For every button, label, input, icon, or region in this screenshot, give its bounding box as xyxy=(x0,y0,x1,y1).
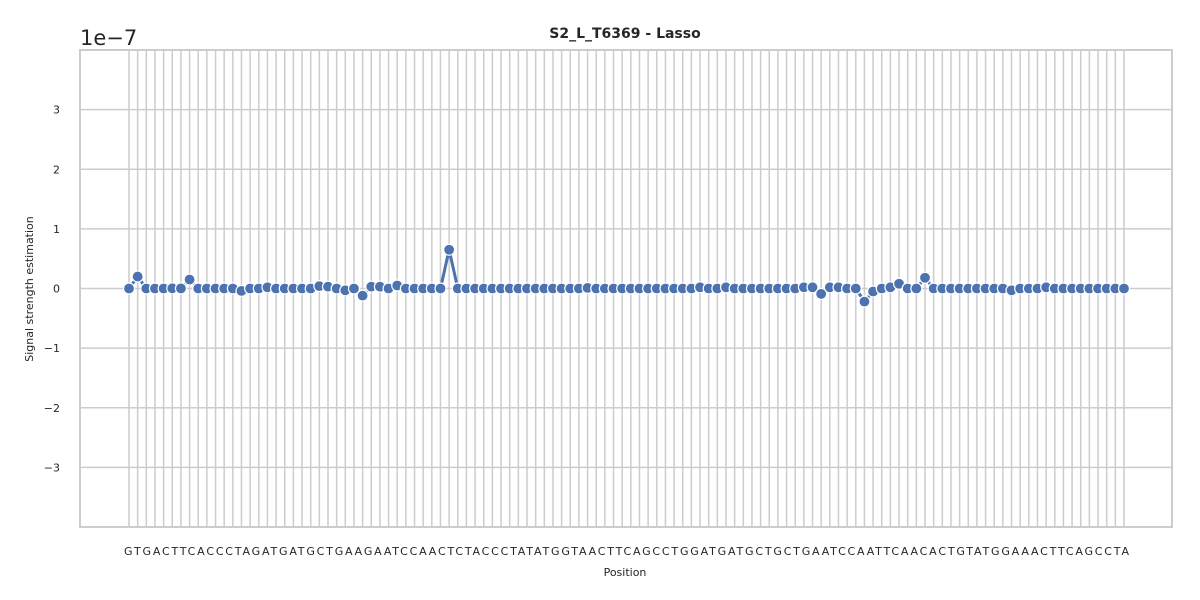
data-point xyxy=(849,282,862,295)
y-tick-label: 2 xyxy=(53,163,60,176)
data-point xyxy=(174,282,188,295)
data-point xyxy=(347,282,361,295)
y-axis-label: Signal strength estimation xyxy=(23,216,36,362)
signal-series xyxy=(122,243,1131,308)
x-axis-label: Position xyxy=(604,566,647,579)
x-sequence-labels: GTGACTTCACCCTAGATGATGCTGAAGAATCCAACTCTAC… xyxy=(124,545,1129,558)
data-point xyxy=(910,282,923,295)
y-tick-label: 3 xyxy=(53,104,60,117)
y-tick-label: −2 xyxy=(44,402,60,415)
y-tick-label: 0 xyxy=(53,283,60,296)
data-point xyxy=(858,295,871,308)
y-tick-label: −3 xyxy=(44,461,60,474)
data-point xyxy=(918,271,932,284)
chart-title: S2_L_T6369 - Lasso xyxy=(549,26,701,42)
y-tick-label: 1 xyxy=(53,223,60,236)
data-point xyxy=(1117,282,1131,295)
data-point xyxy=(806,281,819,294)
data-point xyxy=(122,282,136,295)
data-point xyxy=(183,273,196,286)
data-point xyxy=(131,270,144,283)
data-point xyxy=(815,287,828,300)
y-tick-label: −1 xyxy=(44,342,60,355)
y-offset-text: 1e−7 xyxy=(80,26,137,50)
data-point xyxy=(443,243,456,256)
data-point xyxy=(356,289,369,302)
y-tick-labels: −3 −2 −1 0 1 2 3 xyxy=(44,104,60,475)
plot-frame xyxy=(79,49,1173,528)
data-point xyxy=(434,282,447,295)
